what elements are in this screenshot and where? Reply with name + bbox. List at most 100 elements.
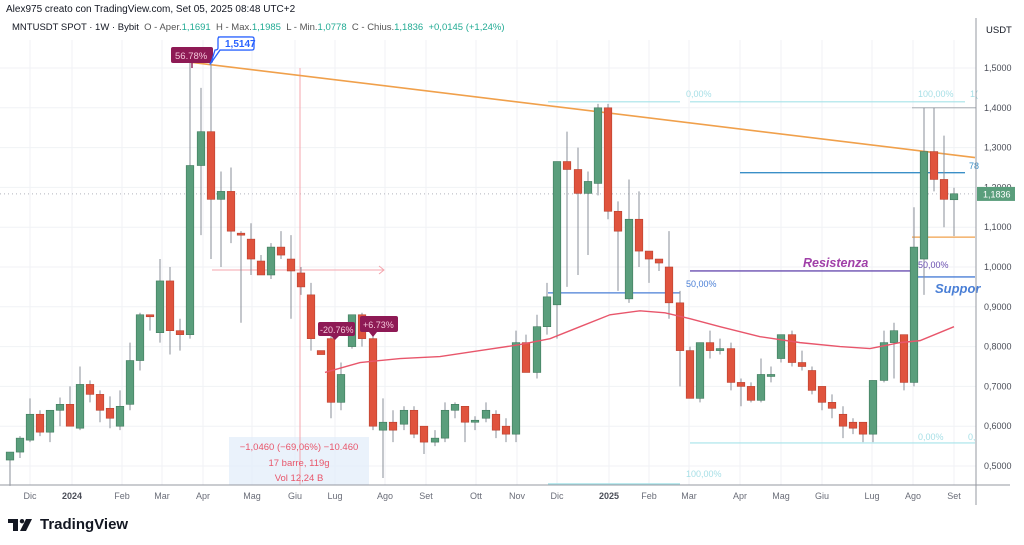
- candle[interactable]: [316, 350, 326, 355]
- candle[interactable]: [175, 318, 185, 351]
- candle[interactable]: [450, 402, 460, 419]
- candle[interactable]: [276, 231, 286, 260]
- candle[interactable]: [135, 312, 145, 371]
- candle[interactable]: [65, 386, 75, 427]
- pct-badge[interactable]: [360, 316, 398, 332]
- candle[interactable]: [562, 131, 572, 287]
- tradingview-logo[interactable]: TradingView: [8, 516, 128, 533]
- candle[interactable]: [675, 290, 685, 387]
- candle[interactable]: [266, 243, 276, 279]
- candle[interactable]: [654, 258, 664, 271]
- candle[interactable]: [838, 406, 848, 439]
- candle[interactable]: [949, 187, 959, 236]
- candle[interactable]: [715, 338, 725, 355]
- candle[interactable]: [409, 406, 419, 439]
- candle[interactable]: [868, 380, 878, 443]
- candle[interactable]: [419, 425, 429, 455]
- candle[interactable]: [296, 267, 306, 295]
- candle[interactable]: [470, 416, 480, 431]
- moving-average-line[interactable]: [324, 310, 955, 374]
- candle[interactable]: [226, 167, 236, 244]
- candle[interactable]: [501, 418, 511, 443]
- candle[interactable]: [736, 378, 746, 407]
- candle[interactable]: [552, 161, 562, 339]
- candle[interactable]: [430, 430, 440, 447]
- candle[interactable]: [899, 334, 909, 391]
- candle[interactable]: [624, 179, 634, 303]
- candle[interactable]: [521, 334, 531, 373]
- candle[interactable]: [756, 358, 766, 403]
- candle[interactable]: [817, 386, 827, 411]
- candle[interactable]: [644, 250, 654, 283]
- candle[interactable]: [196, 87, 206, 236]
- candle[interactable]: [306, 282, 316, 351]
- candle[interactable]: [583, 171, 593, 256]
- candle[interactable]: [909, 207, 919, 387]
- candle[interactable]: [15, 436, 25, 459]
- candle[interactable]: [919, 107, 929, 295]
- candle[interactable]: [695, 342, 705, 403]
- candle[interactable]: [807, 366, 817, 395]
- candle[interactable]: [726, 342, 736, 391]
- candle[interactable]: [368, 334, 378, 431]
- candle[interactable]: [705, 330, 715, 359]
- candle[interactable]: [286, 235, 296, 319]
- candle[interactable]: [939, 135, 949, 228]
- candle[interactable]: [532, 314, 542, 379]
- candle[interactable]: [45, 409, 55, 443]
- candle[interactable]: [326, 330, 336, 419]
- candle[interactable]: [827, 394, 837, 419]
- candle[interactable]: [85, 380, 95, 403]
- candle[interactable]: [216, 171, 226, 267]
- candlestick-series[interactable]: [5, 62, 959, 486]
- candle[interactable]: [848, 418, 858, 435]
- candle[interactable]: [491, 410, 501, 439]
- candle[interactable]: [145, 314, 155, 331]
- candle[interactable]: [336, 362, 346, 411]
- candle[interactable]: [613, 201, 623, 291]
- pct-badge[interactable]: [171, 47, 213, 63]
- candle[interactable]: [35, 410, 45, 437]
- candle[interactable]: [634, 191, 644, 267]
- candle[interactable]: [685, 346, 695, 399]
- candle[interactable]: [125, 342, 135, 411]
- trendline[interactable]: [189, 61, 976, 159]
- candle[interactable]: [879, 330, 889, 383]
- symbol-label[interactable]: MNTUSDT SPOT · 1W · Bybit: [12, 22, 139, 33]
- candle[interactable]: [460, 405, 470, 443]
- candle[interactable]: [787, 330, 797, 367]
- candle[interactable]: [206, 62, 216, 260]
- candle[interactable]: [664, 231, 674, 319]
- candle[interactable]: [378, 398, 388, 478]
- candle[interactable]: [481, 402, 491, 423]
- candle[interactable]: [185, 62, 195, 339]
- candle[interactable]: [929, 107, 939, 192]
- candle[interactable]: [75, 366, 85, 431]
- candle[interactable]: [746, 382, 756, 403]
- candle[interactable]: [603, 103, 613, 220]
- candle[interactable]: [5, 451, 15, 486]
- candle[interactable]: [889, 322, 899, 379]
- candle[interactable]: [165, 267, 175, 355]
- candle[interactable]: [256, 255, 266, 276]
- candle[interactable]: [399, 406, 409, 431]
- candle[interactable]: [95, 390, 105, 423]
- pct-badge[interactable]: [318, 322, 355, 336]
- candle[interactable]: [115, 390, 125, 431]
- candle[interactable]: [236, 231, 246, 323]
- candle[interactable]: [858, 421, 868, 443]
- candle[interactable]: [55, 397, 65, 427]
- candle[interactable]: [388, 410, 398, 443]
- candle[interactable]: [511, 330, 521, 443]
- candle[interactable]: [155, 259, 165, 343]
- candle[interactable]: [25, 398, 35, 443]
- measure-box[interactable]: [229, 437, 369, 485]
- candle[interactable]: [593, 103, 603, 196]
- candle[interactable]: [542, 282, 552, 335]
- candle[interactable]: [766, 366, 776, 383]
- candle[interactable]: [797, 350, 807, 371]
- candle[interactable]: [440, 402, 450, 443]
- candle[interactable]: [105, 396, 115, 429]
- candle[interactable]: [246, 223, 256, 275]
